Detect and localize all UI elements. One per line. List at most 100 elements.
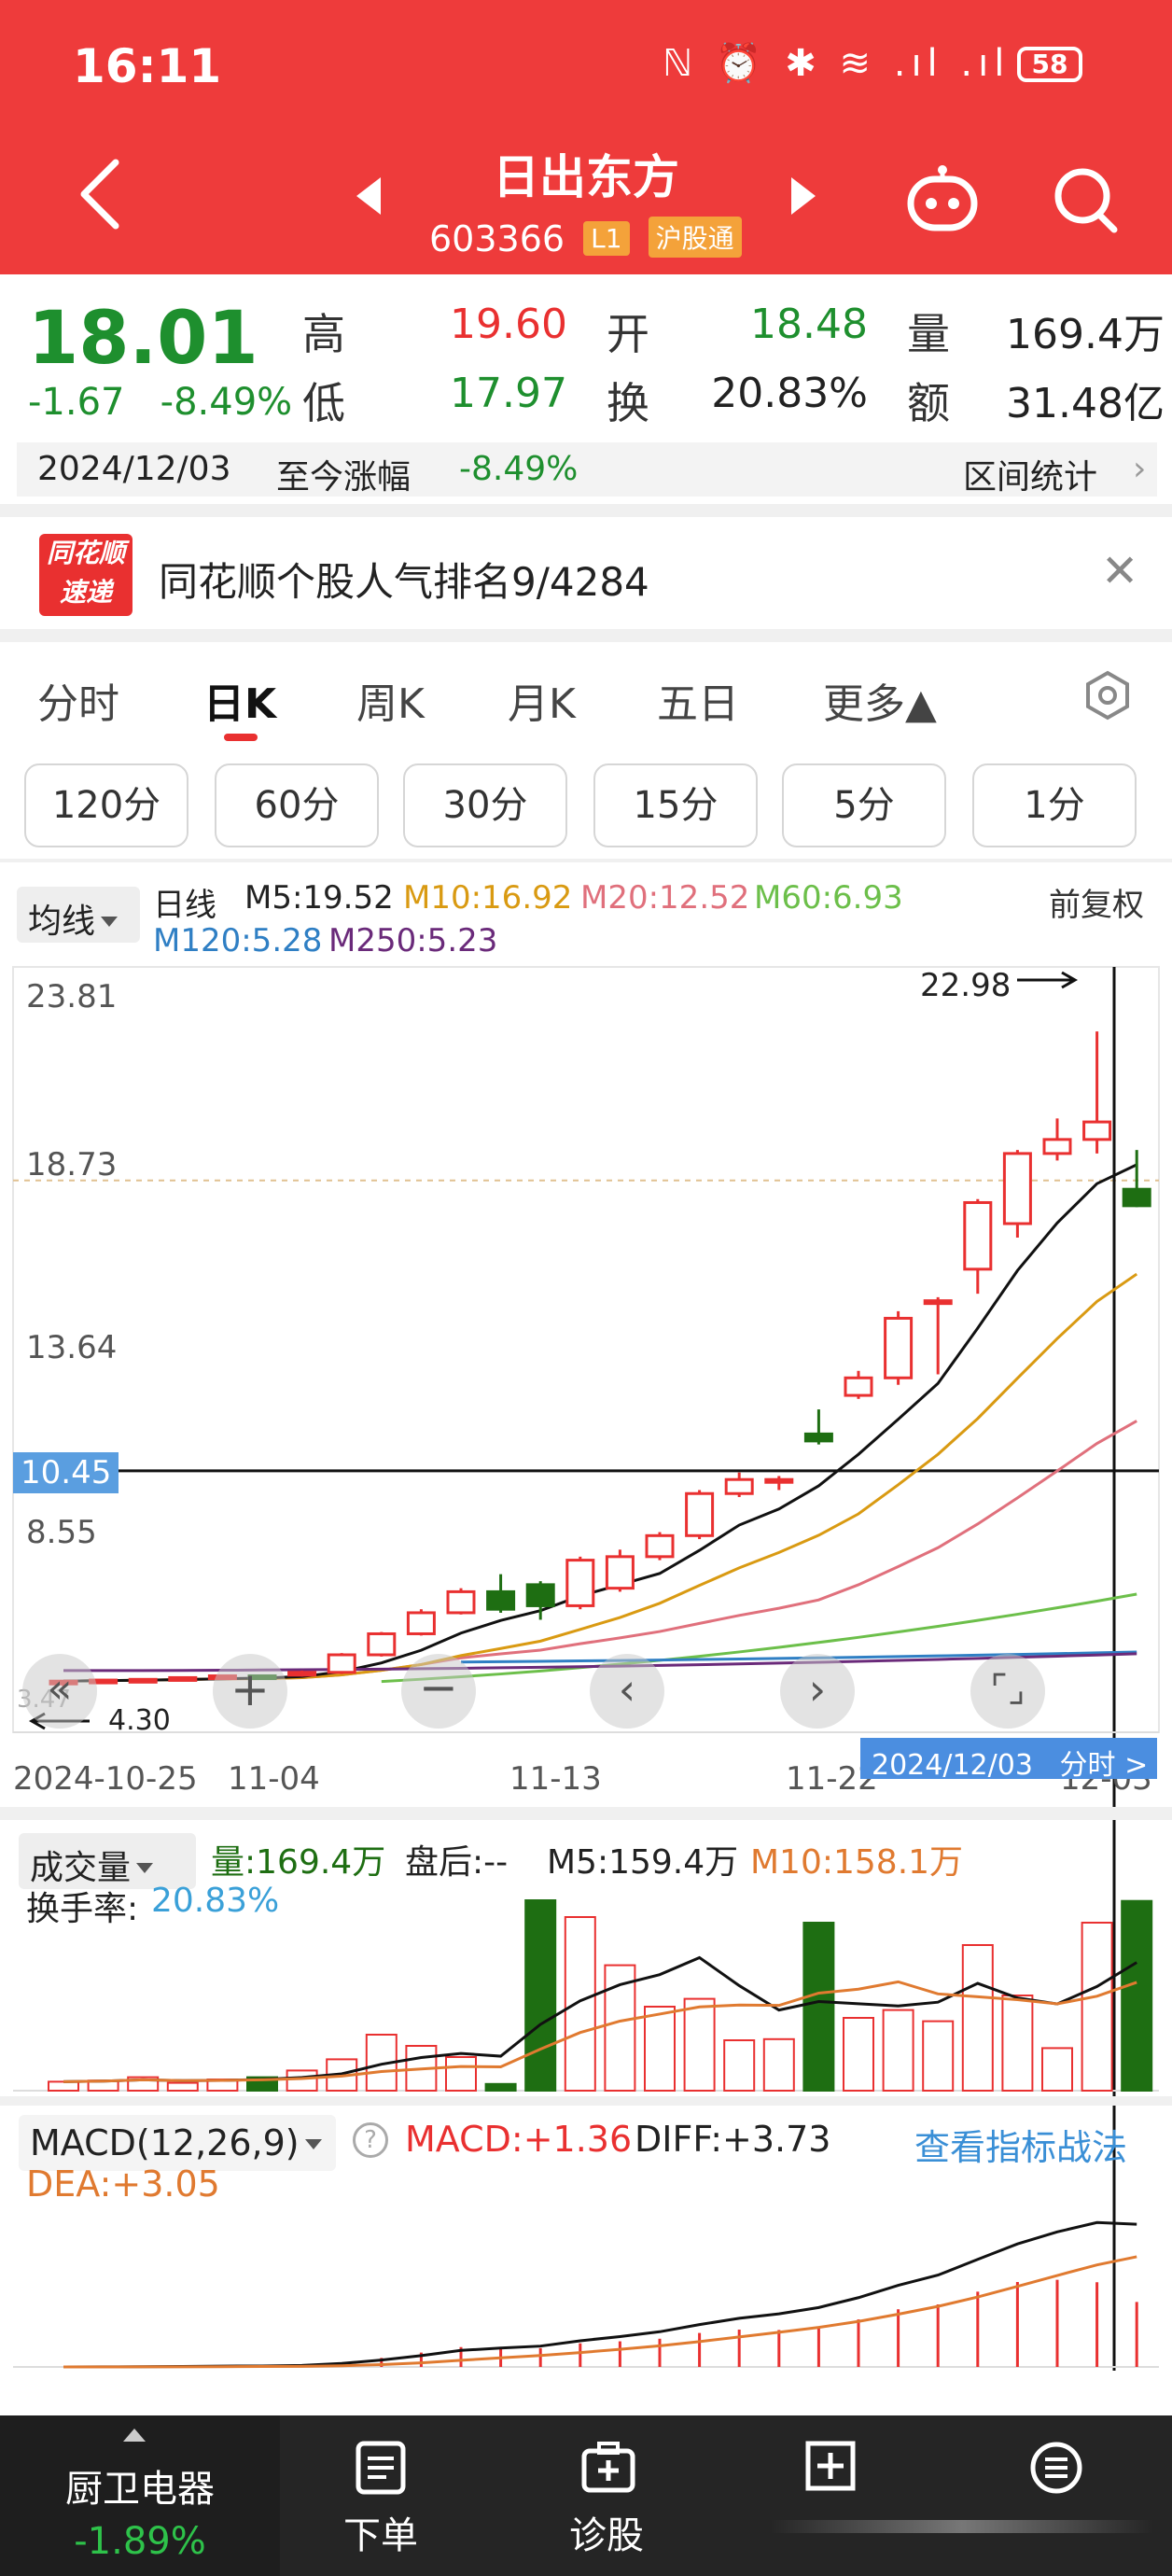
dropdown-arrow-icon — [101, 917, 119, 927]
adjust-mode-button[interactable]: 前复权 — [1049, 887, 1144, 924]
settings-hexagon-icon[interactable] — [1082, 670, 1133, 721]
turnover-value: 20.83% — [711, 370, 868, 417]
tab-daily-k[interactable]: 日K — [203, 680, 277, 728]
candle-body — [685, 1491, 715, 1537]
tab-more[interactable]: 更多▲ — [823, 680, 937, 728]
nav-order[interactable]: 下单 — [297, 2415, 465, 2576]
close-icon[interactable]: ✕ — [1101, 545, 1139, 597]
period-15min[interactable]: 15分 — [593, 763, 758, 847]
strategy-link[interactable]: 查看指标战法 — [914, 2127, 1128, 2168]
candle — [844, 1370, 873, 1399]
cursor-timeshare-link[interactable]: 分时 > — [1059, 1749, 1149, 1782]
y-tick-2: 18.73 — [26, 1146, 118, 1183]
y-tick-3: 13.64 — [26, 1329, 118, 1366]
next-stock-arrow-icon[interactable] — [791, 177, 816, 215]
nav-diagnose[interactable]: 诊股 — [523, 2415, 691, 2576]
candle-body — [525, 1583, 555, 1607]
candle — [963, 1198, 993, 1295]
candle-body — [168, 1675, 198, 1682]
dropdown-arrow-icon — [304, 2139, 322, 2149]
candle — [565, 1556, 595, 1610]
stock-code: 603366 — [429, 218, 565, 259]
scroll-right-icon[interactable]: › — [780, 1654, 855, 1729]
candle — [724, 1472, 754, 1497]
robot-assistant-icon[interactable] — [903, 161, 982, 239]
candle — [1042, 1118, 1072, 1161]
ma-dropdown[interactable]: 均线 — [17, 887, 140, 943]
high-label: 高 — [302, 309, 345, 359]
crosshair-price-label: 10.45 — [13, 1452, 119, 1493]
dea-line — [63, 2255, 1137, 2369]
dropdown-arrow-icon — [136, 1863, 154, 1873]
tab-monthly-k[interactable]: 月K — [508, 680, 576, 728]
level-tag: L1 — [583, 221, 630, 256]
zoom-out-icon[interactable]: − — [401, 1654, 476, 1729]
ma-kind: 日线 — [153, 887, 216, 924]
candle-body — [884, 1316, 914, 1379]
vol-bar — [1121, 1899, 1153, 2092]
vol-bar — [683, 1997, 716, 2092]
open-label: 开 — [607, 309, 649, 359]
cursor-date: 2024/12/03 — [872, 1749, 1033, 1782]
tab-weekly-k[interactable]: 周K — [356, 680, 425, 728]
tab-five-day[interactable]: 五日 — [657, 680, 739, 728]
candle — [406, 1609, 436, 1636]
candle-body — [406, 1611, 436, 1635]
vol-bar — [843, 2017, 874, 2092]
period-1min[interactable]: 1分 — [972, 763, 1137, 847]
popularity-rank-banner[interactable]: 同花顺 速递 同花顺个股人气排名9/4284 ✕ — [0, 525, 1172, 627]
high-value: 19.60 — [450, 301, 567, 348]
related-stock-pct: -1.89% — [74, 2520, 206, 2563]
period-120min[interactable]: 120分 — [24, 763, 188, 847]
range-stats-bar[interactable]: 2024/12/03 至今涨幅 -8.49% 区间统计 › — [17, 442, 1157, 497]
search-icon[interactable] — [1051, 164, 1120, 235]
bottom-nav: 厨卫电器 -1.89% 下单 诊股 — [0, 2415, 1172, 2576]
scroll-left-icon[interactable]: ‹ — [590, 1654, 664, 1729]
indicator-dropdown-volume[interactable]: 成交量 — [19, 1833, 196, 1889]
indicator-dropdown-macd[interactable]: MACD(12,26,9) — [19, 2115, 336, 2171]
macd-value: MACD:+1.36 — [405, 2119, 633, 2160]
nav-add-watchlist[interactable] — [746, 2415, 914, 2576]
candle-body — [446, 1589, 476, 1615]
diff-value: DIFF:+3.73 — [635, 2119, 831, 2160]
candle — [168, 1675, 198, 1682]
period-5min[interactable]: 5分 — [782, 763, 946, 847]
rewind-icon[interactable]: « — [22, 1654, 97, 1729]
cursor-date-box[interactable]: 2024/12/03 分时 > — [860, 1738, 1157, 1782]
range-stats-link[interactable]: 区间统计 — [963, 458, 1098, 497]
candle-body — [565, 1559, 595, 1607]
volume-label: 量 — [907, 309, 950, 359]
chevron-right-icon: › — [1133, 450, 1147, 488]
low-value: 17.97 — [450, 370, 567, 417]
candle — [1082, 1031, 1112, 1154]
fullscreen-icon[interactable]: ⌜⌟ — [970, 1654, 1045, 1729]
range-label: 至今涨幅 — [276, 458, 412, 497]
zoom-in-icon[interactable]: + — [213, 1654, 287, 1729]
prev-stock-arrow-icon[interactable] — [356, 177, 381, 215]
vol-bar — [882, 2009, 914, 2092]
change-percent: -8.49% — [160, 381, 293, 424]
vol-bar — [922, 2020, 955, 2092]
macd-dropdown-label: MACD(12,26,9) — [30, 2122, 300, 2163]
nav-related-stock[interactable]: 厨卫电器 -1.89% — [0, 2415, 280, 2576]
vol-bar — [1041, 2047, 1073, 2093]
ma20-line — [63, 1420, 1137, 1683]
x-tick-1104: 11-04 — [228, 1760, 320, 1798]
vol-bar — [1001, 1995, 1034, 2092]
period-60min[interactable]: 60分 — [215, 763, 379, 847]
vol-bar — [802, 1922, 835, 2092]
volume-chart — [13, 1899, 1159, 2093]
vol-bar — [961, 1944, 994, 2092]
nav-more[interactable] — [970, 2415, 1138, 2576]
candle — [446, 1588, 476, 1615]
order-doc-icon — [356, 2441, 406, 2495]
volume-value: 169.4万 — [1006, 311, 1165, 358]
candle-body — [486, 1589, 516, 1611]
period-30min[interactable]: 30分 — [403, 763, 567, 847]
tab-timeshare[interactable]: 分时 — [37, 680, 119, 728]
candle — [367, 1631, 397, 1657]
help-icon[interactable]: ? — [353, 2122, 388, 2158]
back-icon[interactable] — [75, 157, 131, 231]
candle-body — [128, 1677, 158, 1684]
vol-bar — [524, 1899, 557, 2092]
